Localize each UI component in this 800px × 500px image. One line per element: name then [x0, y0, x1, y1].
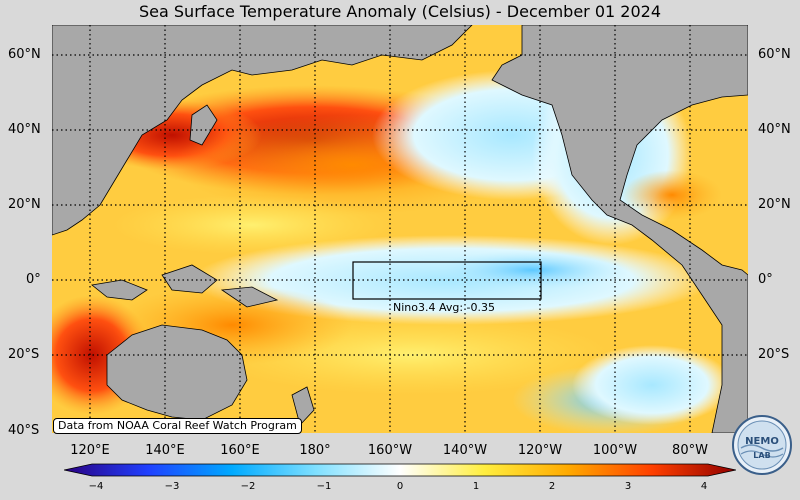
lon-label-100w: 100°W	[592, 443, 638, 458]
lon-label-160w: 160°W	[367, 443, 413, 458]
lon-label-120w: 120°W	[517, 443, 563, 458]
land-masses	[52, 25, 748, 433]
svg-text:LAB: LAB	[753, 451, 770, 460]
lat-label-20n-left: 20°N	[8, 197, 41, 212]
svg-text:NEMO: NEMO	[745, 436, 779, 447]
colorbar-tick: 2	[548, 481, 556, 492]
colorbar-tick: 0	[396, 481, 404, 492]
lon-label-120e: 120°E	[70, 443, 110, 458]
colorbar-tick: −2	[240, 481, 256, 492]
lat-label-0-right: 0°	[758, 272, 773, 287]
lat-label-60n-right: 60°N	[758, 47, 791, 62]
nino34-box	[352, 261, 542, 300]
lon-label-180: 180°	[299, 443, 331, 458]
lon-label-160e: 160°E	[220, 443, 260, 458]
colorbar-tick: 3	[624, 481, 632, 492]
map-title: Sea Surface Temperature Anomaly (Celsius…	[139, 2, 661, 21]
anomaly-field	[52, 56, 732, 433]
colorbar-tick: −4	[88, 481, 104, 492]
lat-label-40s-left: 40°S	[8, 423, 40, 438]
colorbar-tick: 1	[472, 481, 480, 492]
colorbar	[64, 463, 736, 477]
lon-label-80w: 80°W	[672, 443, 708, 458]
lon-label-140w: 140°W	[442, 443, 488, 458]
lat-label-40n-left: 40°N	[8, 122, 41, 137]
sst-anomaly-map	[52, 25, 748, 433]
lat-label-20n-right: 20°N	[758, 197, 791, 212]
lat-label-60n-left: 60°N	[8, 47, 41, 62]
lat-label-20s-right: 20°S	[758, 347, 790, 362]
nemo-lab-logo: NEMO LAB	[731, 414, 793, 476]
lat-label-0-left: 0°	[26, 272, 41, 287]
colorbar-tick: 4	[700, 481, 708, 492]
colorbar-tick: −3	[164, 481, 180, 492]
graticule	[52, 25, 748, 433]
lon-label-140e: 140°E	[145, 443, 185, 458]
lat-label-40n-right: 40°N	[758, 122, 791, 137]
map-canvas	[52, 25, 748, 433]
colorbar-tick: −1	[316, 481, 332, 492]
nino34-average-label: Nino3.4 Avg: -0.35	[393, 301, 496, 314]
data-credit: Data from NOAA Coral Reef Watch Program	[53, 418, 302, 434]
lat-label-20s-left: 20°S	[8, 347, 40, 362]
